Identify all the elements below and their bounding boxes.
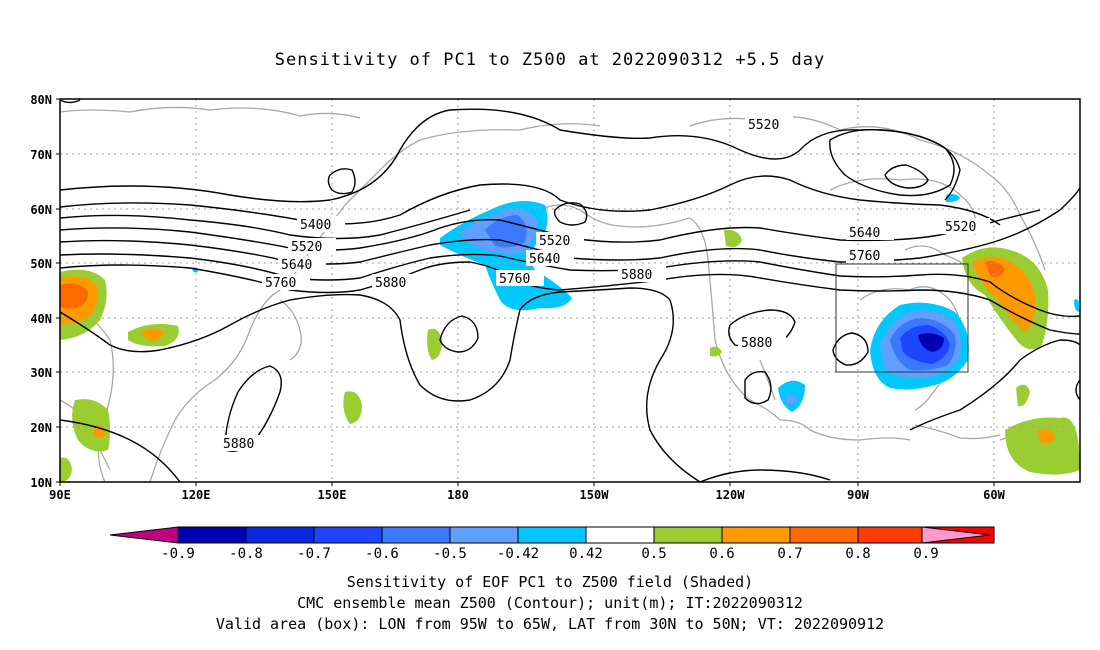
chart-title: Sensitivity of PC1 to Z500 at 2022090312…	[274, 50, 826, 70]
colorbar: -0.9 -0.8 -0.7 -0.6 -0.5 -0.42 0.42 0.5 0.6 0.7 0.…	[109, 526, 995, 562]
lon-label-120e: 120E	[182, 488, 211, 502]
shade-positive-small-1-core	[140, 328, 164, 341]
lat-label-40n: 40N	[30, 312, 52, 326]
lon-label-180: 180	[447, 488, 469, 502]
shade-negative-us-peak	[918, 333, 944, 352]
caption-line-contour: CMC ensemble mean Z500 (Contour); unit(m…	[297, 594, 803, 612]
shade-positive-small-3	[343, 391, 362, 424]
longitude-labels: 90E 120E 150E 180 150W 120W 90W 60W	[49, 488, 1005, 502]
shade-positive-southeast	[1005, 417, 1080, 475]
colorbar-label: -0.6	[365, 546, 399, 562]
shade-positive-small-5	[60, 457, 72, 482]
plot-frame	[59, 98, 1081, 483]
sensitivity-shading	[60, 194, 1080, 482]
caption-line-valid-area: Valid area (box): LON from 95W to 65W, L…	[215, 615, 885, 633]
valid-area-box	[835, 263, 969, 373]
lon-label-90e: 90E	[49, 488, 71, 502]
shade-positive-small-2	[427, 328, 442, 360]
contour-label-5640-west: 5640	[281, 258, 312, 273]
colorbar-swatch	[585, 526, 655, 544]
colorbar-label: -0.5	[433, 546, 467, 562]
contour-label-5640-mid: 5640	[529, 252, 560, 267]
colorbar-label: -0.9	[161, 546, 195, 562]
colorbar-label: -0.42	[497, 546, 539, 562]
caption-line-shading: Sensitivity of EOF PC1 to Z500 field (Sh…	[346, 573, 754, 591]
contour-label-5760-west: 5760	[265, 276, 296, 291]
shade-positive-atlantic-peak	[985, 261, 1005, 278]
lat-label-70n: 70N	[30, 148, 52, 162]
contour-label-5520-west: 5520	[291, 240, 322, 255]
colorbar-swatch	[245, 526, 315, 544]
caption-block: Sensitivity of EOF PC1 to Z500 field (Sh…	[0, 572, 1100, 635]
contour-label-5880-south: 5880	[223, 437, 254, 452]
colorbar-swatch	[857, 526, 927, 544]
coastlines	[60, 106, 1080, 482]
contour-labels: 5400 5520 5640 5760 5880 5520 5640 5760 …	[220, 116, 990, 452]
lat-label-30n: 30N	[30, 366, 52, 380]
shade-positive-small-7	[710, 346, 722, 357]
lon-label-150e: 150E	[318, 488, 347, 502]
colorbar-label: 0.7	[777, 546, 802, 562]
shade-negative-small-2	[946, 194, 960, 203]
colorbar-labels: -0.9 -0.8 -0.7 -0.6 -0.5 -0.42 0.42 0.5 0.6 0.7 0.…	[161, 546, 939, 562]
shade-negative-small-1-core	[786, 394, 798, 405]
contour-label-5400: 5400	[300, 218, 331, 233]
contour-label-5880-west: 5880	[375, 276, 406, 291]
shade-positive-atlantic-core	[972, 257, 1036, 332]
colorbar-label: 0.8	[845, 546, 870, 562]
shade-negative-small-3	[1074, 299, 1080, 312]
latitude-labels: 80N 70N 60N 50N 40N 30N 20N 10N	[30, 93, 52, 490]
colorbar-swatch	[381, 526, 451, 544]
lon-label-150w: 150W	[580, 488, 610, 502]
colorbar-swatch	[313, 526, 383, 544]
z500-contours	[60, 99, 1080, 482]
colorbar-label: 0.42	[569, 546, 603, 562]
colorbar-swatch	[177, 526, 247, 544]
shade-positive-asia-peak	[60, 283, 88, 309]
colorbar-label: 0.6	[709, 546, 734, 562]
colorbar-swatch	[789, 526, 859, 544]
tick-marks	[56, 98, 995, 486]
lon-label-120w: 120W	[716, 488, 746, 502]
lon-label-60w: 60W	[983, 488, 1005, 502]
shade-positive-small-8	[1016, 384, 1030, 407]
colorbar-low-triangle	[109, 526, 179, 544]
lon-label-90w: 90W	[847, 488, 869, 502]
contour-label-5880-east: 5880	[741, 336, 772, 351]
contour-label-5640-east: 5640	[849, 226, 880, 241]
colorbar-swatch	[653, 526, 723, 544]
lat-label-80n: 80N	[30, 93, 52, 107]
colorbar-label: -0.8	[229, 546, 263, 562]
contour-label-5520-mid: 5520	[539, 234, 570, 249]
lat-label-20n: 20N	[30, 421, 52, 435]
colorbar-high-triangle	[921, 526, 991, 544]
colorbar-label: 0.5	[641, 546, 666, 562]
shade-positive-small-6	[724, 229, 742, 248]
colorbar-swatches	[177, 526, 995, 544]
colorbar-swatch	[449, 526, 519, 544]
lat-label-10n: 10N	[30, 476, 52, 490]
colorbar-swatch	[721, 526, 791, 544]
contour-label-5520-east: 5520	[945, 220, 976, 235]
contour-label-5760-east: 5760	[849, 249, 880, 264]
contour-label-5760-mid: 5760	[499, 272, 530, 287]
colorbar-swatch	[517, 526, 587, 544]
colorbar-label: -0.7	[297, 546, 331, 562]
shade-positive-southeast-core	[1038, 429, 1056, 444]
colorbar-label: 0.9	[913, 546, 938, 562]
contour-label-5880-mid: 5880	[621, 268, 652, 283]
contour-label-5520-north: 5520	[748, 118, 779, 133]
lat-label-50n: 50N	[30, 257, 52, 271]
lat-label-60n: 60N	[30, 203, 52, 217]
